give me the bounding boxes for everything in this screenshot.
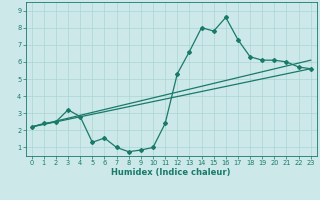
X-axis label: Humidex (Indice chaleur): Humidex (Indice chaleur) [111, 168, 231, 177]
